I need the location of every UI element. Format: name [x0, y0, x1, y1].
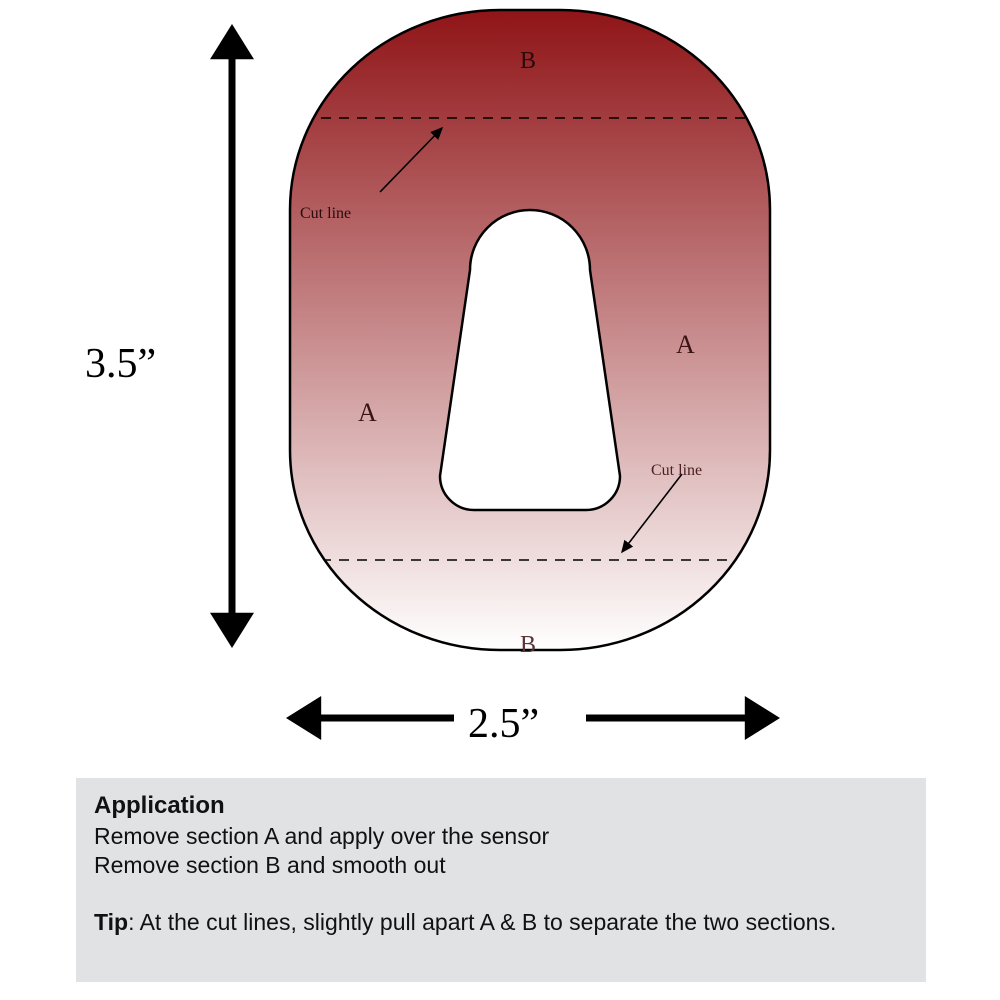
diagram-canvas: 3.5” 2.5” B B A A Cut line Cut line Appl… — [0, 0, 1000, 1000]
patch-shape — [285, 10, 775, 650]
dimension-width-label: 2.5” — [468, 700, 539, 748]
region-label-a-right: A — [676, 330, 695, 360]
dimension-height — [210, 24, 254, 648]
cutline-label-top: Cut line — [300, 205, 351, 223]
application-info-box: Application Remove section A and apply o… — [76, 778, 926, 982]
region-label-a-left: A — [358, 398, 377, 428]
info-tip-label: Tip — [94, 909, 128, 935]
cutline-label-bottom: Cut line — [651, 462, 702, 480]
info-tip: Tip: At the cut lines, slightly pull apa… — [94, 908, 908, 938]
info-line-1: Remove section A and apply over the sens… — [94, 822, 908, 851]
region-label-b-bottom: B — [520, 632, 536, 659]
info-tip-text: : At the cut lines, slightly pull apart … — [128, 909, 836, 935]
info-heading: Application — [94, 792, 908, 820]
info-line-2: Remove section B and smooth out — [94, 851, 908, 880]
dimension-height-label: 3.5” — [85, 340, 156, 388]
region-label-b-top: B — [520, 48, 536, 75]
